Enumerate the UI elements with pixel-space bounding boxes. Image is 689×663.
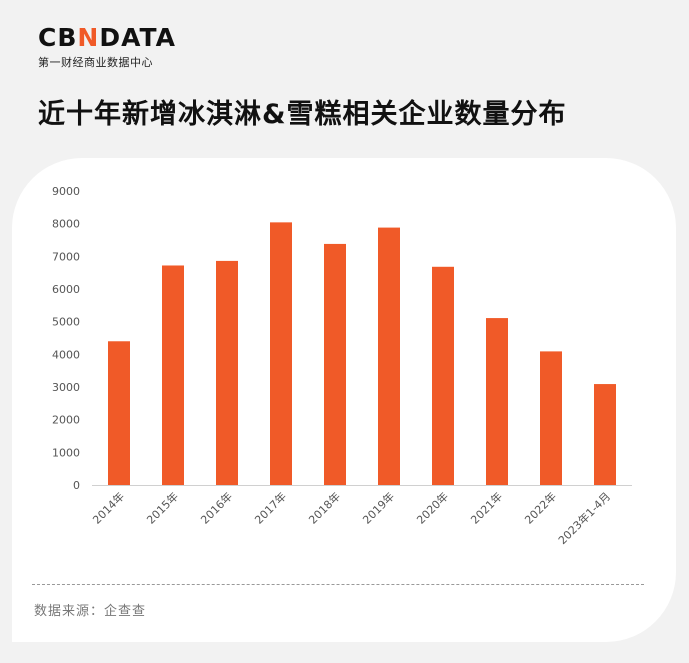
bar <box>324 243 346 485</box>
cbndata-logo: CBNDATA 第一财经商业数据中心 <box>38 24 176 70</box>
bar <box>486 318 508 485</box>
bar <box>270 222 292 486</box>
x-tick-label: 2017年 <box>252 489 289 526</box>
x-tick-label: 2023年1-4月 <box>555 489 613 547</box>
x-tick-label: 2018年 <box>306 489 343 526</box>
x-tick-label: 2022年 <box>522 489 559 526</box>
y-tick-label: 2000 <box>52 414 80 427</box>
logo-wordmark: CBNDATA <box>38 24 176 52</box>
logo-text-pre: CB <box>38 23 78 52</box>
bar <box>594 384 616 485</box>
bar <box>432 266 454 485</box>
y-tick-label: 5000 <box>52 316 80 329</box>
logo-subtitle: 第一财经商业数据中心 <box>38 56 153 69</box>
bar <box>162 265 184 485</box>
bar <box>378 227 400 485</box>
y-tick-label: 3000 <box>52 381 80 394</box>
bar <box>540 351 562 485</box>
x-tick-label: 2019年 <box>360 489 397 526</box>
y-tick-label: 6000 <box>52 283 80 296</box>
y-tick-label: 7000 <box>52 250 80 263</box>
x-tick-label: 2021年 <box>468 489 505 526</box>
bar <box>108 341 130 485</box>
y-tick-label: 0 <box>73 479 80 492</box>
bar <box>216 260 238 485</box>
divider-line <box>32 584 644 585</box>
x-tick-label: 2020年 <box>414 489 451 526</box>
logo-text-accent: N <box>77 23 100 52</box>
x-tick-label: 2014年 <box>90 489 127 526</box>
x-tick-label: 2015年 <box>144 489 181 526</box>
source-note: 数据来源：企查查 <box>34 604 147 619</box>
y-tick-label: 1000 <box>52 446 80 459</box>
y-tick-label: 8000 <box>52 218 80 231</box>
logo-text-post: DATA <box>99 23 176 52</box>
x-tick-label: 2016年 <box>198 489 235 526</box>
y-tick-label: 4000 <box>52 348 80 361</box>
page-title: 近十年新增冰淇淋&雪糕相关企业数量分布 <box>38 99 567 130</box>
y-tick-label: 9000 <box>52 185 80 198</box>
